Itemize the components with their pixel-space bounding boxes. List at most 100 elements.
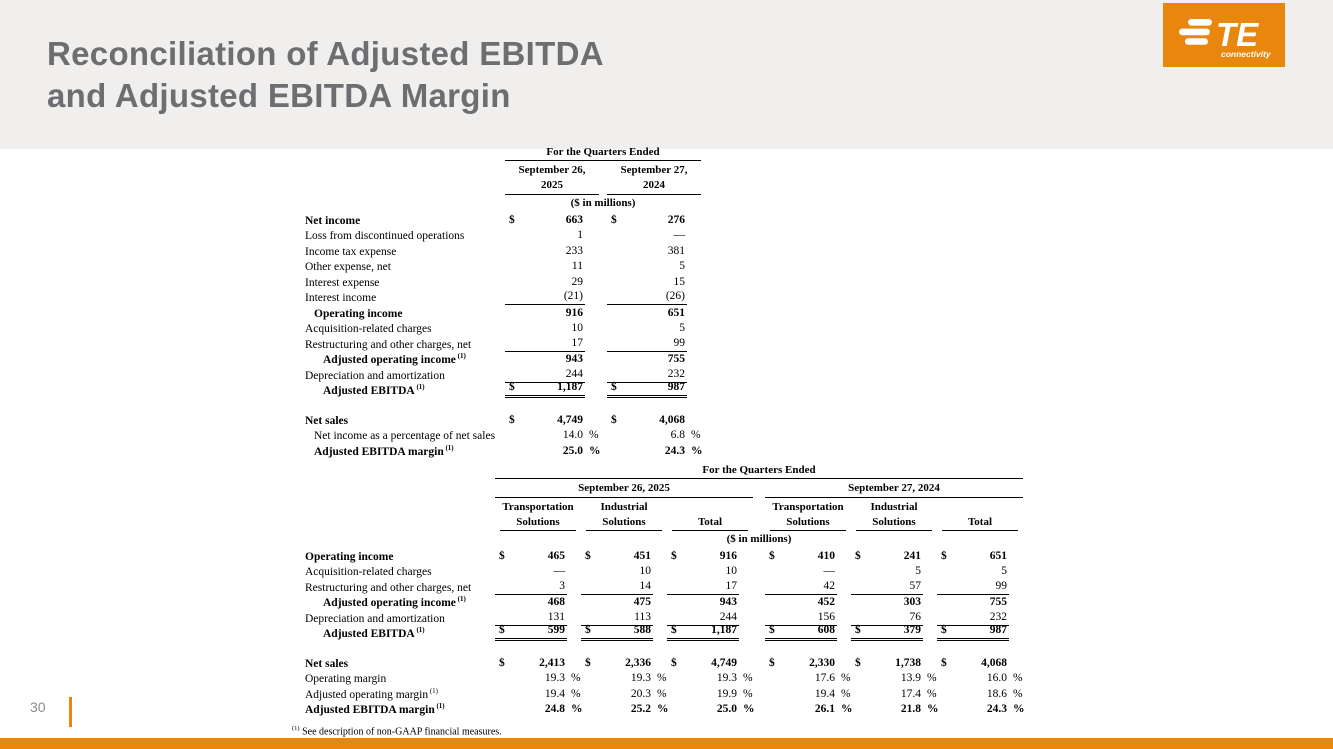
percent-sign: % <box>927 703 939 715</box>
cell-value: 24.8 <box>544 703 565 715</box>
percent-sign: % <box>841 703 853 715</box>
te-logo-graphic: TE connectivity <box>1179 16 1272 59</box>
cell-value: 17.6 <box>814 672 835 684</box>
percent-sign <box>567 670 581 671</box>
percent-sign: % <box>743 703 755 715</box>
percent-sign <box>687 351 701 352</box>
percent-sign <box>739 670 753 671</box>
footnote: (1) See description of non-GAAP financia… <box>292 725 502 737</box>
row-label: Adjusted EBITDA (1) <box>323 383 425 397</box>
cell-value: 14.0 <box>562 429 583 441</box>
table-section-gap <box>305 641 1023 655</box>
percent-sign <box>585 427 599 428</box>
percent-sign <box>687 320 701 321</box>
table2-title: For the Quarters Ended <box>495 464 1023 479</box>
percent-sign <box>585 366 599 367</box>
percent-sign <box>567 563 581 564</box>
row-label: Interest expense <box>305 276 380 289</box>
cell-value: 943 <box>565 353 583 365</box>
percent-sign: % <box>571 703 583 715</box>
percent-sign <box>687 366 701 367</box>
cell-value: 25.2 <box>630 703 651 715</box>
row-label: Adjusted EBITDA margin (1) <box>305 702 445 716</box>
cell-value: 26.1 <box>814 703 835 715</box>
percent-sign: % <box>841 687 851 700</box>
table-section-gap <box>305 398 701 412</box>
percent-sign: % <box>1013 687 1023 700</box>
table-row: Operating income 916 651 <box>305 305 701 321</box>
cell-value: (21) <box>505 290 585 305</box>
cell-value: 3 <box>495 580 567 595</box>
table-row: Acquisition-related charges 10 5 <box>305 321 701 337</box>
slide-title-line2: and Adjusted EBITDA Margin <box>47 77 511 114</box>
percent-sign <box>739 594 753 595</box>
cell-value: 468 <box>547 596 565 608</box>
percent-sign <box>923 578 937 579</box>
slide-title-line1: Reconciliation of Adjusted EBITDA <box>47 35 604 72</box>
percent-sign <box>923 625 937 626</box>
percent-sign <box>585 335 599 336</box>
percent-sign <box>837 625 851 626</box>
table-row: Adjusted EBITDA (1) $1,187 $987 <box>305 381 701 398</box>
cell-value: $916 <box>671 549 737 562</box>
percent-sign <box>653 609 667 610</box>
cell-value: 29 <box>571 275 584 288</box>
cell-value: 19.4 <box>814 687 835 700</box>
cell-value: 15 <box>673 275 686 288</box>
cell-value: $2,330 <box>769 656 835 669</box>
row-label: Other expense, net <box>305 261 391 273</box>
table1-units-label: ($ in millions) <box>570 197 636 209</box>
table-row: Adjusted operating income (1) 943 755 <box>305 352 701 368</box>
table-row: Net sales $4,749 $4,068 <box>305 412 701 428</box>
percent-sign <box>585 351 599 352</box>
row-label: Net sales <box>305 657 349 670</box>
table1-header: For the Quarters Ended September 26, 202… <box>305 146 701 212</box>
table-row: Adjusted operating margin (1) 19.4% 20.3% 1… <box>305 686 1023 702</box>
percent-sign <box>1009 640 1023 641</box>
percent-sign <box>739 640 753 641</box>
header-band <box>0 0 1333 149</box>
table2-body: Operating income $465 $451 $916 $410 $241 $651… <box>305 548 1025 717</box>
cell-value: $4,068 <box>941 656 1007 669</box>
cell-value: 19.9 <box>716 687 737 700</box>
cell-value: 232 <box>607 368 687 383</box>
cell-value: 76 <box>851 611 923 626</box>
percent-sign: % <box>657 703 669 715</box>
table-row: Net sales $2,413 $2,336 $4,749 $2,330 $1,738 $… <box>305 655 1023 671</box>
cell-value: 14 <box>581 580 653 595</box>
table-row: Income tax expense 233 381 <box>305 243 701 259</box>
segment-column-header: Total <box>667 500 753 531</box>
cell-value: 19.3 <box>716 672 737 684</box>
cell-value: $4,749 <box>671 656 737 669</box>
cell-value: $663 <box>509 213 583 226</box>
te-logo-bars-icon <box>1179 19 1212 45</box>
cell-value: $608 <box>765 624 837 641</box>
row-label: Restructuring and other charges, net <box>305 581 472 594</box>
table-row: Restructuring and other charges, net 17 99 <box>305 336 701 352</box>
row-label: Acquisition-related charges <box>305 566 432 578</box>
percent-sign <box>739 578 753 579</box>
cell-value: 916 <box>565 306 583 319</box>
cell-value: $651 <box>941 549 1007 562</box>
table-row: Other expense, net 11 5 <box>305 259 701 275</box>
row-label: Income tax expense <box>305 245 397 258</box>
row-label: Operating income <box>305 550 394 563</box>
percent-sign <box>567 578 581 579</box>
percent-sign <box>687 382 701 383</box>
percent-sign: % <box>841 672 851 684</box>
cell-value: 17.4 <box>900 687 921 700</box>
table1-col-header-2024: September 27, 2024 <box>607 163 701 195</box>
cell-value: 13.9 <box>900 672 921 684</box>
percent-sign <box>585 258 599 259</box>
cell-value: 244 <box>505 368 585 383</box>
cell-value: — <box>673 229 686 241</box>
cell-value: 11 <box>571 260 583 272</box>
cell-value: 5 <box>679 322 685 334</box>
percent-sign <box>1009 670 1023 671</box>
te-logo: TE connectivity <box>1163 3 1285 67</box>
cell-value: 755 <box>667 353 685 365</box>
row-label: Operating margin <box>305 673 387 685</box>
cell-value: 113 <box>581 611 653 626</box>
row-label: Net income as a percentage of net sales <box>314 430 496 442</box>
